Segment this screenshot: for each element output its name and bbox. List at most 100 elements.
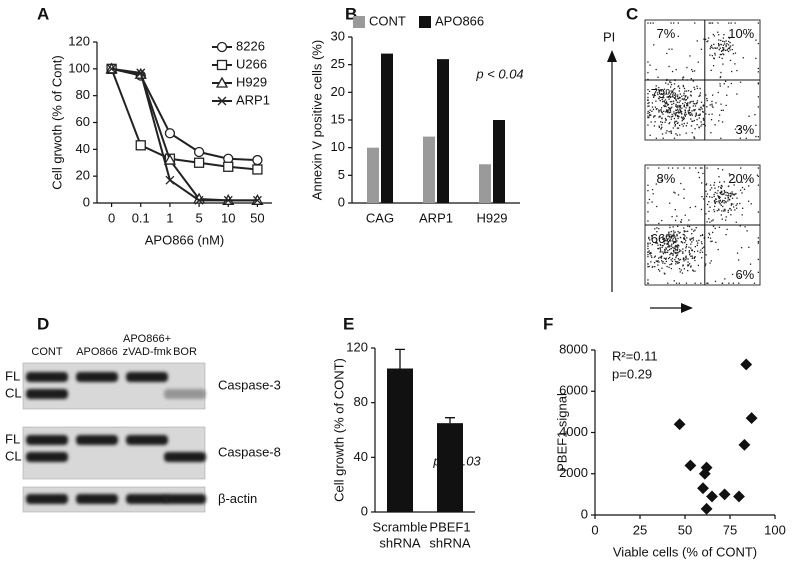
event-dot <box>659 116 661 118</box>
blot-band <box>126 435 168 445</box>
bar <box>437 423 463 512</box>
event-dot <box>678 124 681 127</box>
event-dot <box>736 69 738 72</box>
event-dot <box>676 134 678 136</box>
event-dot <box>691 249 693 252</box>
event-dot <box>653 44 655 46</box>
event-dot <box>708 22 710 24</box>
event-dot <box>647 243 649 245</box>
event-dot <box>685 282 688 284</box>
event-dot <box>727 44 730 46</box>
event-dot <box>665 132 667 134</box>
event-dot <box>653 261 656 264</box>
event-dot <box>661 117 663 119</box>
arrow-head <box>607 50 617 62</box>
event-dot <box>701 195 703 198</box>
event-dot <box>667 240 669 243</box>
event-dot <box>680 116 683 118</box>
event-dot <box>720 39 722 42</box>
bar <box>479 164 491 203</box>
event-dot <box>653 125 655 127</box>
event-dot <box>673 191 675 193</box>
event-dot <box>757 211 759 213</box>
quadrant-percent: 8% <box>657 171 676 186</box>
event-dot <box>659 256 661 258</box>
event-dot <box>719 76 722 78</box>
event-dot <box>659 270 661 272</box>
event-dot <box>727 50 730 53</box>
event-dot <box>648 90 651 93</box>
event-dot <box>685 257 687 259</box>
event-dot <box>682 265 684 267</box>
event-dot <box>724 197 726 199</box>
event-dot <box>647 266 649 268</box>
event-dot <box>720 214 722 216</box>
event-dot <box>692 100 694 103</box>
event-dot <box>718 49 720 51</box>
y-tick-label: 4000 <box>559 424 588 439</box>
event-dot <box>730 203 733 205</box>
event-dot <box>722 53 724 55</box>
event-dot <box>732 193 734 195</box>
event-dot <box>675 256 677 259</box>
event-dot <box>655 137 658 139</box>
event-dot <box>679 97 681 99</box>
event-dot <box>678 111 681 113</box>
event-dot <box>689 55 691 57</box>
event-dot <box>747 200 750 202</box>
event-dot <box>717 43 720 45</box>
event-dot <box>694 22 696 24</box>
event-dot <box>673 232 675 234</box>
event-dot <box>714 124 716 126</box>
event-dot <box>658 111 660 113</box>
event-dot <box>684 99 687 101</box>
event-dot <box>668 232 670 234</box>
event-dot <box>678 282 680 284</box>
event-dot <box>654 121 656 123</box>
bar <box>381 53 393 203</box>
event-dot <box>688 112 690 115</box>
event-dot <box>677 252 679 254</box>
event-dot <box>688 251 690 253</box>
annotation: R²=0.11 <box>612 348 658 363</box>
event-dot <box>682 258 685 261</box>
event-dot <box>669 264 671 266</box>
event-dot <box>681 117 683 119</box>
event-dot <box>670 240 672 242</box>
event-dot <box>714 52 716 55</box>
event-dot <box>654 115 656 117</box>
x-tick-label: ARP1 <box>419 210 453 225</box>
event-dot <box>687 105 689 107</box>
event-dot <box>725 191 727 194</box>
event-dot <box>677 194 680 196</box>
event-dot <box>714 201 716 203</box>
event-dot <box>691 114 693 116</box>
event-dot <box>658 116 660 118</box>
event-dot <box>723 200 725 202</box>
event-dot <box>669 96 672 99</box>
event-dot <box>657 97 660 99</box>
event-dot <box>658 261 660 263</box>
event-dot <box>685 247 687 249</box>
event-dot <box>711 100 713 103</box>
event-dot <box>683 92 685 94</box>
blot-band <box>76 494 118 504</box>
event-dot <box>684 101 686 104</box>
y-tick-label: 0 <box>83 194 90 209</box>
event-dot <box>672 102 675 105</box>
event-dot <box>754 114 756 116</box>
event-dot <box>724 49 727 52</box>
event-dot <box>656 92 659 94</box>
event-dot <box>656 242 659 244</box>
event-dot <box>675 255 678 257</box>
event-dot <box>682 102 684 105</box>
event-dot <box>680 111 682 113</box>
legend-label: APO866 <box>435 13 484 28</box>
event-dot <box>674 87 676 90</box>
blot-band <box>26 494 68 504</box>
event-dot <box>718 209 720 211</box>
event-dot <box>703 38 705 40</box>
event-dot <box>665 251 667 254</box>
event-dot <box>717 195 719 197</box>
event-dot <box>673 83 676 85</box>
